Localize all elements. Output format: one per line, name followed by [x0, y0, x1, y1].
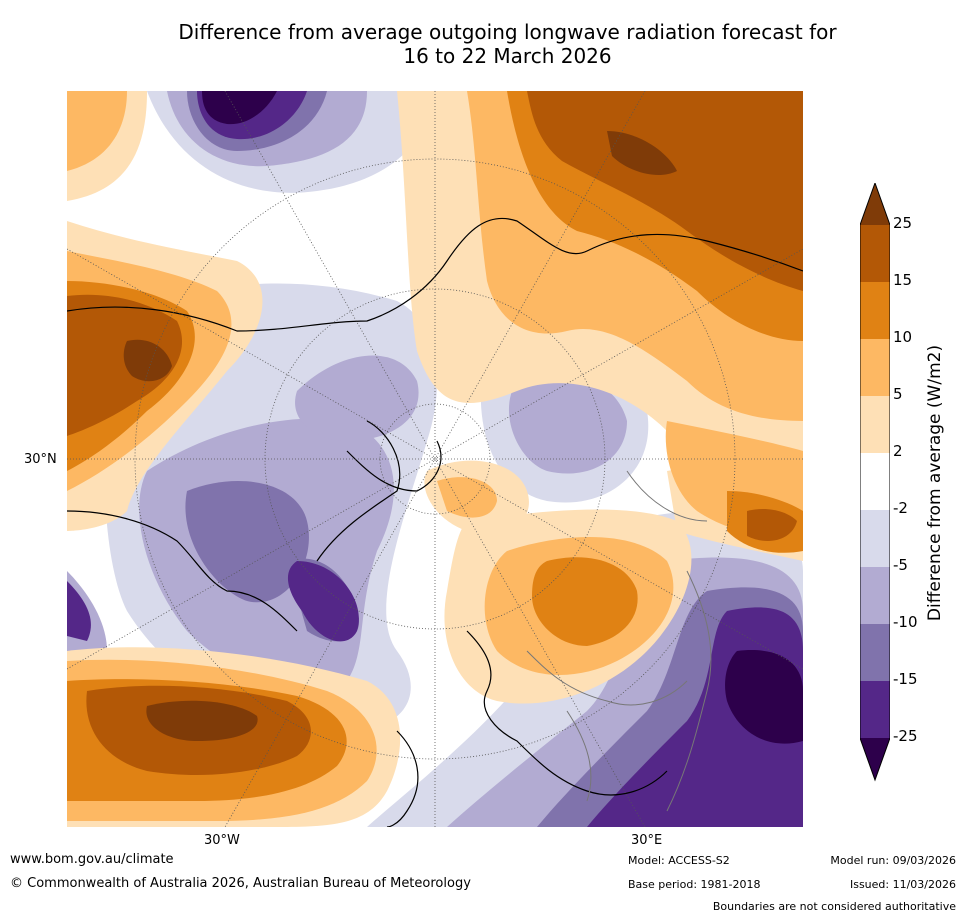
map-title: Difference from average outgoing longwav… — [0, 20, 965, 68]
colorbar-tick-m2: -2 — [893, 499, 908, 517]
colorbar-tick-m5: -5 — [893, 556, 908, 574]
issued-text: Issued: 11/03/2026 — [849, 878, 956, 891]
copyright-text: © Commonwealth of Australia 2026, Austra… — [10, 876, 471, 891]
country-borders — [526, 470, 712, 812]
colorbar-swatch-m10-m5 — [860, 567, 890, 624]
colorbar-swatch-10-15 — [860, 282, 890, 339]
anomaly-deep-brown — [123, 131, 677, 741]
colorbar-tick-m25: -25 — [893, 727, 918, 745]
title-line-1: Difference from average outgoing longwav… — [178, 20, 837, 44]
colorbar-tick-10: 10 — [893, 328, 913, 346]
colorbar-swatch-m5-m2 — [860, 510, 890, 567]
lat-label-30n: 30°N — [24, 452, 57, 467]
colorbar-max-arrow — [860, 183, 890, 225]
colorbar-swatch-2-5 — [860, 396, 890, 453]
colorbar-swatch-neutral — [860, 453, 890, 510]
website-link[interactable]: www.bom.gov.au/climate — [10, 852, 174, 867]
base-period-text: Base period: 1981-2018 — [628, 878, 761, 891]
colorbar-label: Difference from average (W/m2) — [925, 344, 945, 622]
colorbar-tick-m10: -10 — [893, 613, 918, 631]
colorbar-tick-2: 2 — [893, 442, 903, 460]
graticule — [67, 91, 803, 827]
colorbar-tick-25: 25 — [893, 214, 913, 232]
colorbar-tick-m15: -15 — [893, 670, 918, 688]
colorbar-tick-15: 15 — [893, 271, 913, 289]
anomaly-darkest-purple — [202, 91, 803, 744]
lon-label-30e: 30°E — [631, 833, 663, 848]
model-text: Model: ACCESS-S2 — [628, 854, 730, 867]
colorbar-swatch-15-25 — [860, 225, 890, 282]
polar-stereographic-map — [67, 91, 803, 827]
disclaimer-text: Boundaries are not considered authoritat… — [712, 900, 956, 913]
colorbar-min-arrow — [860, 738, 890, 780]
colorbar-tick-5: 5 — [893, 385, 903, 403]
title-line-2: 16 to 22 March 2026 — [403, 44, 612, 68]
colorbar-swatch-m15-m10 — [860, 624, 890, 681]
colorbar-swatch-m25-m15 — [860, 681, 890, 738]
colorbar-swatch-5-10 — [860, 339, 890, 396]
model-run-text: Model run: 09/03/2026 — [830, 854, 956, 867]
coastlines — [67, 217, 803, 827]
colorbar — [860, 183, 890, 782]
lon-label-30w: 30°W — [204, 833, 240, 848]
